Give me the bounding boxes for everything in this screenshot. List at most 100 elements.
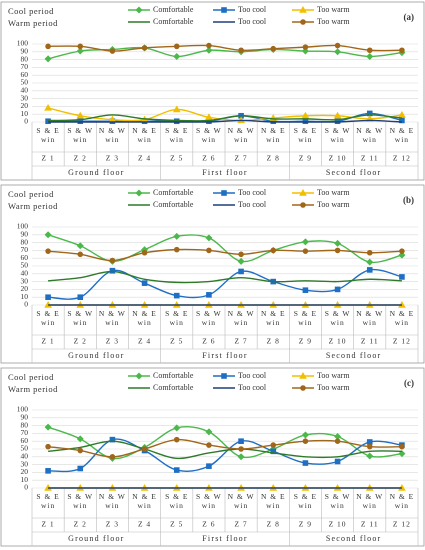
x-tick-label: S & W win — [324, 126, 351, 144]
zone-label: Z 1 — [41, 520, 54, 529]
y-tick-label: 30 — [21, 459, 29, 468]
y-tick-label: 60 — [21, 436, 29, 445]
data-point — [366, 443, 373, 450]
legend-label: Too warm — [317, 371, 350, 380]
data-point — [270, 247, 277, 254]
data-point — [206, 42, 212, 49]
y-tick-label: 0 — [24, 300, 28, 309]
legend-label: Too warm — [317, 17, 350, 26]
x-tick-label: N & W win — [98, 126, 126, 144]
category-cell: S & W win — [196, 126, 221, 144]
data-point — [77, 447, 84, 454]
x-tick-label: N & E win — [389, 126, 415, 144]
data-point — [45, 294, 51, 300]
y-tick-label: 60 — [21, 253, 29, 262]
data-point — [109, 267, 116, 274]
data-point — [237, 257, 245, 265]
y-tick-label: 80 — [21, 420, 29, 429]
y-tick-label: 0 — [24, 117, 28, 126]
data-point — [172, 105, 181, 113]
zone-label: Z 12 — [393, 337, 411, 346]
x-tick-label: N & E win — [132, 492, 157, 510]
category-cell: N & E win — [132, 126, 156, 144]
x-tick-label: S & W win — [67, 309, 94, 327]
data-point — [141, 280, 148, 286]
legend-label: Too cool — [238, 5, 267, 14]
category-cell: S & W win — [324, 126, 351, 144]
data-point — [173, 424, 181, 432]
category-cell: N & W win — [98, 126, 126, 144]
data-point — [45, 468, 51, 474]
y-tick-label: 60 — [21, 70, 29, 79]
x-tick-label: N & E win — [260, 309, 286, 327]
data-point — [44, 231, 52, 239]
data-point — [270, 442, 277, 448]
legend-group: Cool period — [8, 6, 54, 16]
x-tick-label: N & W win — [98, 492, 126, 510]
zone-label: Z 3 — [106, 154, 119, 163]
y-tick-label: 30 — [21, 276, 29, 285]
zone-label: Z 4 — [138, 337, 151, 346]
legend-marker — [299, 188, 307, 196]
data-point — [109, 436, 116, 443]
y-tick-label: 70 — [21, 62, 29, 71]
data-point — [334, 42, 341, 49]
data-point — [302, 438, 309, 445]
category-cell: S & W win — [196, 309, 221, 327]
zone-label: Z 1 — [41, 337, 54, 346]
legend-marker — [135, 372, 143, 380]
x-tick-label: S & W win — [324, 492, 351, 510]
data-point — [399, 274, 405, 280]
legend-marker — [300, 385, 306, 391]
x-tick-label: N & E win — [260, 492, 286, 510]
legend-label: Too warm — [317, 5, 350, 14]
x-tick-label: S & E win — [36, 492, 60, 510]
data-point — [301, 431, 309, 439]
legend-marker — [221, 373, 227, 379]
category-cell: S & W win — [325, 309, 350, 327]
zone-label: Z 2 — [74, 520, 87, 529]
data-point — [77, 465, 84, 472]
data-point — [76, 111, 85, 119]
data-point — [399, 117, 405, 124]
legend-marker — [300, 202, 306, 208]
legend-marker — [300, 19, 306, 25]
data-point — [173, 436, 180, 443]
legend-label: Too cool — [238, 383, 267, 392]
y-tick-label: 90 — [21, 413, 29, 422]
data-point — [205, 234, 213, 242]
data-point — [77, 43, 84, 50]
y-tick-label: 30 — [21, 93, 29, 102]
legend-label: Too warm — [317, 188, 350, 197]
y-tick-label: 10 — [21, 109, 29, 118]
legend-group: Cool period — [8, 372, 54, 382]
x-tick-label: S & E win — [165, 126, 189, 144]
data-point — [45, 43, 51, 50]
data-point — [45, 248, 51, 254]
category-cell: S & W win — [67, 309, 94, 327]
group-label: Ground floor — [68, 168, 124, 177]
data-point — [238, 446, 244, 452]
data-point — [173, 52, 181, 60]
y-tick-label: 40 — [21, 269, 29, 278]
y-tick-label: 40 — [21, 86, 29, 95]
data-point — [398, 110, 406, 118]
zone-label: Z 2 — [74, 337, 87, 346]
data-point — [238, 268, 244, 275]
legend-marker — [221, 7, 227, 13]
category-cell: S & E win — [165, 126, 189, 144]
x-tick-label: N & E win — [260, 126, 286, 144]
zone-label: Z 6 — [202, 520, 215, 529]
panel-label: (c) — [404, 378, 414, 388]
category-cell: S & E win — [294, 126, 316, 144]
zone-label: Z 12 — [393, 154, 411, 163]
data-point — [366, 452, 374, 460]
group-label: First floor — [202, 534, 247, 543]
zone-label: Z 12 — [393, 520, 411, 529]
panel-border — [0, 1, 425, 181]
zone-label: Z 8 — [267, 520, 280, 529]
data-point — [366, 52, 374, 60]
zone-label: Z 4 — [138, 520, 151, 529]
y-tick-label: 100 — [17, 222, 29, 231]
group-label: Ground floor — [68, 351, 124, 360]
